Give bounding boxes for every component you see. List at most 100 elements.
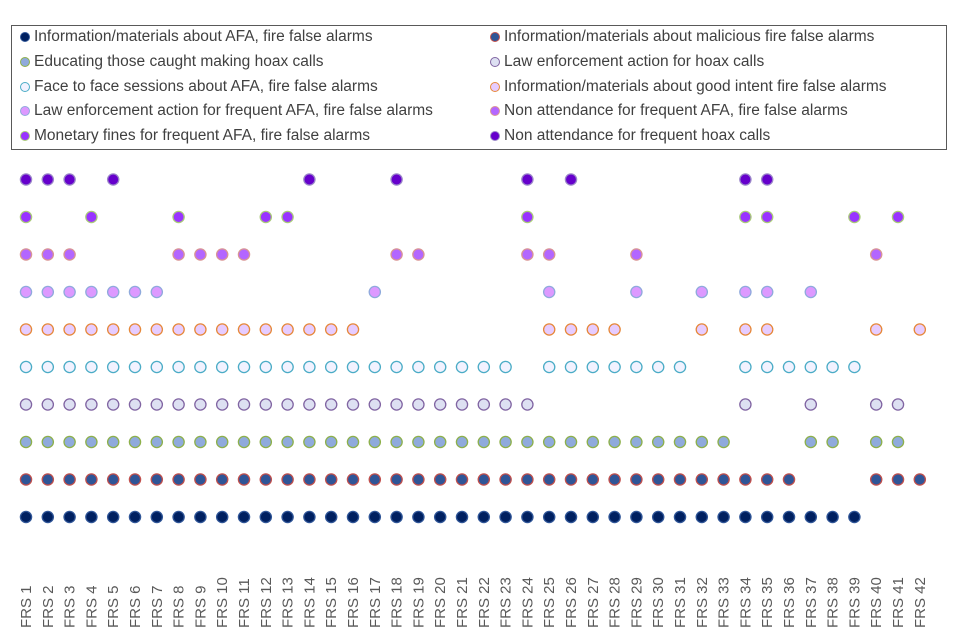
data-point bbox=[891, 435, 905, 449]
legend-label: Non attendance for frequent AFA, fire fa… bbox=[504, 102, 848, 120]
data-point bbox=[237, 473, 251, 486]
data-point bbox=[172, 210, 185, 224]
data-point bbox=[172, 248, 185, 261]
data-point bbox=[324, 360, 338, 374]
data-point bbox=[215, 323, 229, 336]
data-point bbox=[346, 473, 360, 486]
data-point bbox=[782, 473, 796, 486]
data-point bbox=[651, 360, 665, 374]
data-point bbox=[259, 435, 273, 449]
data-point bbox=[433, 435, 447, 449]
data-point bbox=[19, 398, 33, 411]
x-tick-label: FRS 15 bbox=[323, 577, 340, 628]
x-tick-label: FRS 28 bbox=[607, 577, 624, 628]
data-point bbox=[172, 473, 185, 486]
data-point bbox=[695, 510, 709, 524]
x-tick-label: FRS 6 bbox=[127, 585, 144, 628]
data-point bbox=[303, 323, 316, 336]
data-point bbox=[695, 323, 709, 336]
data-point bbox=[85, 510, 98, 524]
data-point bbox=[804, 435, 818, 449]
data-point bbox=[303, 398, 316, 411]
data-point bbox=[521, 473, 534, 486]
data-point bbox=[651, 473, 665, 486]
data-point bbox=[869, 435, 883, 449]
data-point bbox=[739, 323, 752, 336]
x-tick-label: FRS 32 bbox=[694, 577, 711, 628]
data-point bbox=[521, 510, 534, 524]
data-point bbox=[303, 435, 316, 449]
data-point bbox=[281, 360, 294, 374]
legend-label: Educating those caught making hoax calls bbox=[34, 52, 324, 70]
data-point bbox=[412, 360, 425, 374]
data-point bbox=[368, 435, 382, 449]
data-point bbox=[106, 435, 120, 449]
data-point bbox=[281, 210, 294, 224]
legend-item: Information/materials about good intent … bbox=[490, 78, 887, 96]
x-tick-label: FRS 31 bbox=[672, 577, 689, 628]
data-point bbox=[41, 285, 55, 299]
data-point bbox=[19, 248, 33, 261]
legend-marker-icon bbox=[20, 81, 30, 92]
data-point bbox=[608, 360, 621, 374]
data-point bbox=[477, 510, 491, 524]
data-point bbox=[128, 398, 142, 411]
data-point bbox=[651, 510, 665, 524]
data-point bbox=[586, 323, 600, 336]
data-point bbox=[85, 210, 98, 224]
data-point bbox=[390, 473, 403, 486]
data-point bbox=[63, 323, 76, 336]
data-point bbox=[19, 210, 33, 224]
data-point bbox=[826, 360, 839, 374]
data-point bbox=[455, 435, 469, 449]
data-point bbox=[324, 473, 338, 486]
data-point bbox=[63, 435, 76, 449]
data-point bbox=[172, 323, 185, 336]
data-point bbox=[804, 398, 818, 411]
data-point bbox=[106, 173, 120, 186]
x-tick-label: FRS 1 bbox=[18, 585, 35, 628]
data-point bbox=[303, 473, 316, 486]
data-point bbox=[215, 248, 229, 261]
data-point bbox=[19, 285, 33, 299]
x-tick-label: FRS 10 bbox=[214, 577, 231, 628]
data-point bbox=[237, 510, 251, 524]
data-point bbox=[739, 210, 752, 224]
data-point bbox=[41, 360, 55, 374]
data-point bbox=[521, 173, 534, 186]
data-point bbox=[281, 473, 294, 486]
data-point bbox=[106, 285, 120, 299]
data-point bbox=[542, 473, 556, 486]
x-tick-label: FRS 26 bbox=[563, 577, 580, 628]
x-tick-label: FRS 2 bbox=[40, 585, 57, 628]
data-point bbox=[194, 473, 207, 486]
data-point bbox=[63, 510, 76, 524]
data-point bbox=[390, 173, 403, 186]
data-point bbox=[695, 473, 709, 486]
data-point bbox=[869, 323, 883, 336]
data-point bbox=[85, 285, 98, 299]
data-point bbox=[259, 360, 273, 374]
data-point bbox=[760, 285, 774, 299]
data-point bbox=[324, 510, 338, 524]
data-point bbox=[586, 510, 600, 524]
data-point bbox=[368, 473, 382, 486]
x-tick-label: FRS 35 bbox=[759, 577, 776, 628]
data-point bbox=[630, 285, 643, 299]
x-tick-label: FRS 23 bbox=[498, 577, 515, 628]
x-tick-label: FRS 17 bbox=[367, 577, 384, 628]
data-point bbox=[499, 510, 512, 524]
data-point bbox=[128, 435, 142, 449]
data-point bbox=[19, 173, 33, 186]
data-point bbox=[542, 323, 556, 336]
data-point bbox=[106, 323, 120, 336]
data-point bbox=[499, 360, 512, 374]
data-point bbox=[739, 173, 752, 186]
data-point bbox=[717, 510, 730, 524]
data-point bbox=[608, 323, 621, 336]
data-point bbox=[63, 248, 76, 261]
data-point bbox=[346, 323, 360, 336]
data-point bbox=[673, 360, 687, 374]
data-point bbox=[106, 360, 120, 374]
data-point bbox=[739, 473, 752, 486]
